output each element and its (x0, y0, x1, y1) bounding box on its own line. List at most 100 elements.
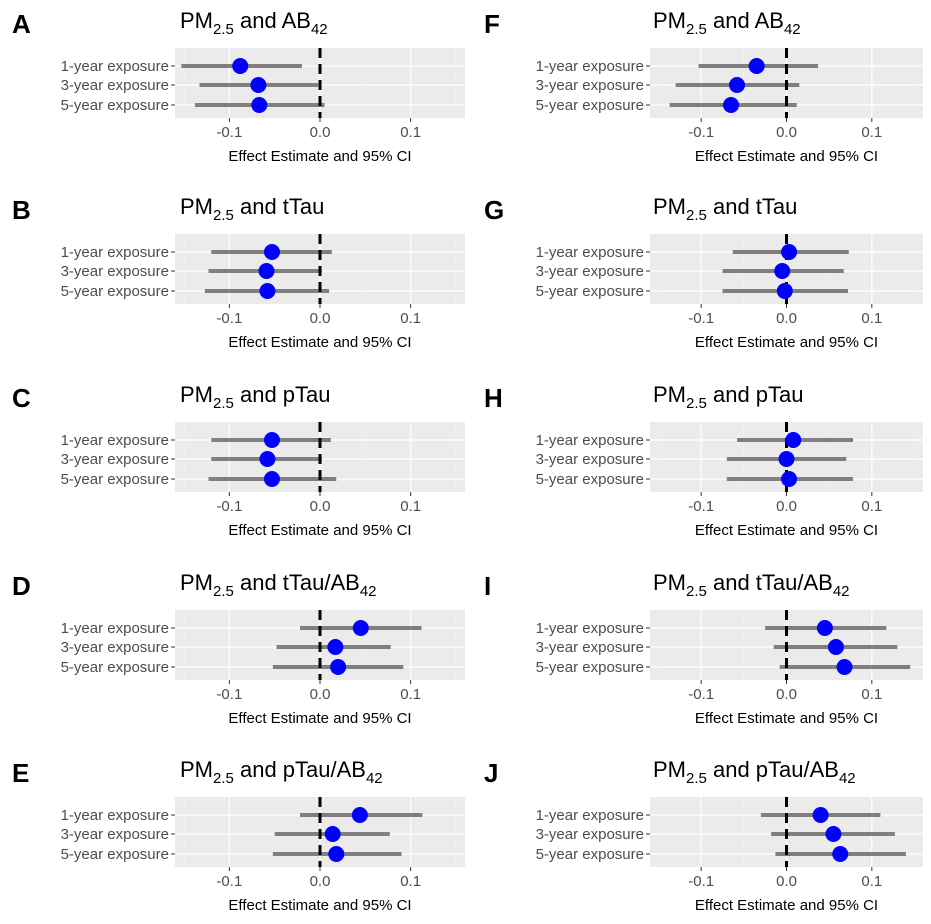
point-estimate (263, 471, 280, 487)
x-tick-label: -0.1 (688, 124, 714, 141)
panel-h: H PM2.5 and pTau 1-year exposure 3-year exp… (484, 382, 923, 539)
title-rest: and pTau (234, 382, 331, 407)
panel-e: E PM2.5 and pTau/AB42 1-year exposure 3-yea… (12, 757, 465, 914)
row-label: 5-year exposure (61, 659, 169, 676)
panel-title: PM2.5 and AB42 (180, 8, 328, 38)
panel-letter: H (484, 383, 503, 413)
row-label: 1-year exposure (61, 432, 169, 449)
title-subscript: 2.5 (686, 207, 707, 224)
point-estimate (263, 244, 280, 260)
x-tick-label: 0.0 (310, 310, 331, 327)
row-label: 3-year exposure (536, 639, 644, 656)
panel-letter: I (484, 571, 491, 601)
point-estimate (330, 659, 347, 675)
x-tick-label: -0.1 (688, 310, 714, 327)
point-estimate (232, 58, 249, 74)
point-estimate (785, 432, 802, 448)
row-label: 3-year exposure (536, 451, 644, 468)
panel-letter: A (12, 9, 31, 39)
x-tick-label: 0.1 (861, 873, 882, 890)
point-estimate (250, 77, 267, 93)
title-rest: and AB (234, 8, 311, 33)
row-label: 3-year exposure (61, 451, 169, 468)
title-rest: and pTau (707, 382, 804, 407)
panel-c: C PM2.5 and pTau 1-year exposure 3-year exp… (12, 382, 465, 539)
row-label: 5-year exposure (61, 97, 169, 114)
panel-title: PM2.5 and tTau/AB42 (180, 570, 377, 600)
point-estimate (816, 620, 833, 636)
title-main: PM (180, 570, 213, 595)
panel-letter: C (12, 383, 31, 413)
title-main: PM (180, 757, 213, 782)
row-label: 1-year exposure (61, 620, 169, 637)
title-subscript: 2.5 (686, 583, 707, 600)
panel-title: PM2.5 and tTau/AB42 (653, 570, 850, 600)
row-label: 5-year exposure (536, 846, 644, 863)
point-estimate (836, 659, 853, 675)
point-estimate (263, 432, 280, 448)
point-estimate (259, 283, 276, 299)
x-axis-title: Effect Estimate and 95% CI (695, 522, 878, 539)
point-estimate (776, 283, 793, 299)
row-label: 3-year exposure (536, 263, 644, 280)
point-estimate (832, 846, 849, 862)
title-subscript: 2.5 (213, 583, 234, 600)
row-label: 5-year exposure (536, 283, 644, 300)
title-subscript: 2.5 (686, 770, 707, 787)
point-estimate (723, 97, 740, 113)
title-subscript-2: 42 (784, 21, 801, 38)
row-label: 5-year exposure (61, 283, 169, 300)
x-tick-label: 0.0 (776, 310, 797, 327)
x-axis-title: Effect Estimate and 95% CI (228, 710, 411, 727)
row-label: 1-year exposure (61, 244, 169, 261)
x-tick-label: -0.1 (216, 686, 242, 703)
title-subscript-2: 42 (839, 770, 856, 787)
x-tick-label: 0.1 (400, 310, 421, 327)
x-tick-label: 0.0 (776, 873, 797, 890)
row-label: 1-year exposure (536, 620, 644, 637)
point-estimate (729, 77, 746, 93)
x-axis-title: Effect Estimate and 95% CI (228, 148, 411, 165)
x-axis-title: Effect Estimate and 95% CI (695, 334, 878, 351)
title-rest: and AB (707, 8, 784, 33)
x-axis-title: Effect Estimate and 95% CI (228, 522, 411, 539)
title-main: PM (180, 194, 213, 219)
panel-f: F PM2.5 and AB42 1-year exposure 3-year exp… (484, 8, 923, 165)
row-label: 3-year exposure (61, 263, 169, 280)
x-tick-label: 0.1 (861, 498, 882, 515)
x-tick-label: 0.1 (861, 310, 882, 327)
point-estimate (812, 807, 829, 823)
row-label: 3-year exposure (536, 77, 644, 94)
x-axis-title: Effect Estimate and 95% CI (695, 897, 878, 914)
x-tick-label: -0.1 (216, 310, 242, 327)
title-main: PM (653, 8, 686, 33)
point-estimate (324, 826, 341, 842)
title-subscript-2: 42 (311, 21, 328, 38)
row-label: 1-year exposure (61, 807, 169, 824)
title-subscript: 2.5 (686, 395, 707, 412)
x-tick-label: -0.1 (216, 498, 242, 515)
row-label: 5-year exposure (536, 471, 644, 488)
x-tick-label: 0.0 (776, 124, 797, 141)
title-rest: and tTau (707, 194, 798, 219)
point-estimate (827, 639, 844, 655)
point-estimate (748, 58, 765, 74)
point-estimate (774, 263, 791, 279)
panel-title: PM2.5 and tTau (653, 194, 797, 224)
panel-d: D PM2.5 and tTau/AB42 1-year exposure 3-yea… (12, 570, 465, 727)
panel-i: I PM2.5 and tTau/AB42 1-year exposure 3-yea… (484, 570, 923, 727)
title-subscript: 2.5 (213, 770, 234, 787)
point-estimate (258, 263, 275, 279)
x-tick-label: 0.0 (776, 686, 797, 703)
x-tick-label: 0.0 (310, 498, 331, 515)
panel-title: PM2.5 and AB42 (653, 8, 801, 38)
x-tick-label: 0.1 (400, 124, 421, 141)
x-tick-label: 0.1 (861, 686, 882, 703)
row-label: 1-year exposure (536, 244, 644, 261)
title-rest: and tTau/AB (707, 570, 833, 595)
x-tick-label: 0.1 (400, 498, 421, 515)
title-rest: and tTau (234, 194, 325, 219)
row-label: 1-year exposure (536, 432, 644, 449)
title-main: PM (180, 382, 213, 407)
row-label: 1-year exposure (536, 58, 644, 75)
